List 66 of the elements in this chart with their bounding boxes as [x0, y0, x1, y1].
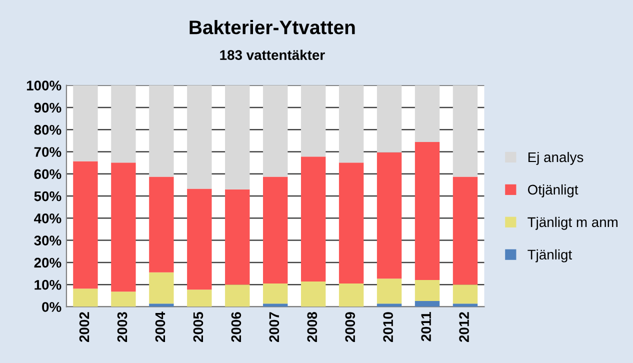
- chart-title: Bakterier-Ytvatten: [190, 20, 355, 34]
- legend-label: Tjänligt m anm: [528, 216, 618, 230]
- y-tick-label: 60%: [34, 169, 62, 180]
- x-tick-label: 2010: [383, 312, 394, 342]
- y-tick-label: 100%: [26, 80, 62, 90]
- y-tick-label: 40%: [34, 213, 62, 224]
- bar: [187, 85, 212, 189]
- bar: [338, 283, 364, 307]
- bar: [149, 272, 174, 304]
- bar: [149, 85, 174, 177]
- bar: [452, 284, 478, 304]
- bar: [452, 304, 478, 307]
- bar: [376, 304, 402, 307]
- x-tick-label: 2008: [307, 312, 318, 342]
- x-tick-label: 2002: [79, 312, 90, 342]
- bar: [338, 85, 364, 163]
- bar: [73, 85, 98, 162]
- y-tick-label: 80%: [34, 124, 62, 135]
- bar: [111, 162, 136, 292]
- y-tick-label: 20%: [34, 258, 62, 268]
- bar: [263, 304, 288, 307]
- bar: [376, 278, 402, 304]
- bar: [300, 85, 326, 157]
- bar: [149, 176, 174, 272]
- bar: [414, 85, 440, 142]
- y-tick-label: 30%: [34, 236, 62, 246]
- y-tick-label: 10%: [34, 280, 62, 290]
- x-tick-label: 2009: [345, 312, 356, 342]
- bar: [300, 281, 326, 307]
- bar: [73, 161, 98, 289]
- bar: [414, 142, 440, 280]
- x-tick-label: 2004: [155, 312, 166, 342]
- bar: [452, 176, 478, 285]
- legend-label: Ej analys: [528, 152, 584, 165]
- bar: [225, 189, 250, 285]
- x-tick-label: 2003: [117, 312, 128, 342]
- bar: [187, 188, 212, 290]
- y-tick-label: 0%: [42, 302, 62, 312]
- y-tick-label: 90%: [34, 102, 62, 113]
- legend-label: Tjänligt: [528, 249, 572, 262]
- bar: [225, 284, 250, 307]
- x-tick-label: 2011: [421, 312, 432, 342]
- bar: [376, 152, 402, 279]
- bar: [376, 85, 402, 152]
- x-tick-label: 2007: [269, 312, 280, 342]
- bar: [149, 304, 174, 307]
- bar: [111, 292, 136, 307]
- y-tick-label: 50%: [34, 191, 62, 202]
- bar: [263, 85, 288, 177]
- bar: [73, 288, 98, 307]
- bar: [225, 85, 250, 190]
- bar: [338, 162, 364, 284]
- bar: [452, 85, 478, 177]
- bar: [414, 300, 440, 307]
- bar: [263, 283, 288, 304]
- bar: [263, 176, 288, 284]
- bar: [414, 280, 440, 301]
- chart-subtitle: 183 vattentäkter: [220, 50, 325, 60]
- x-tick-label: 2012: [459, 312, 469, 342]
- x-tick-label: 2006: [231, 312, 242, 342]
- bar: [187, 290, 212, 307]
- legend-label: Otjänligt: [528, 184, 578, 198]
- bar: [300, 156, 326, 282]
- y-tick-label: 70%: [34, 147, 62, 157]
- bar: [111, 85, 136, 163]
- x-tick-label: 2005: [193, 312, 204, 342]
